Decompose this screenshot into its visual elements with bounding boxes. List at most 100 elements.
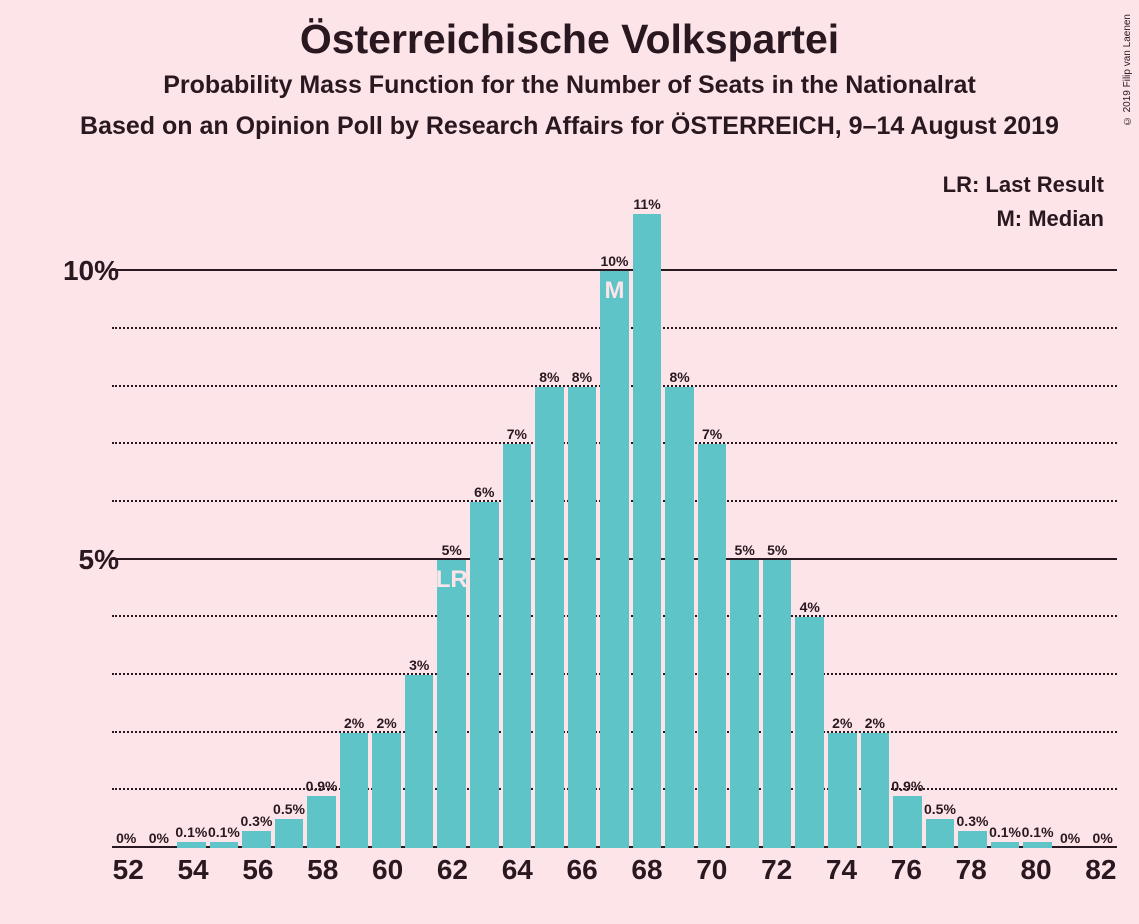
bar-wrap: 5%: [730, 560, 759, 848]
bars-container: 0%0%0.1%0.1%0.3%0.5%0.9%2%2%3%5%LR6%7%8%…: [112, 208, 1117, 848]
y-axis-label: 5%: [79, 544, 119, 576]
bar-wrap: 11%: [633, 214, 662, 848]
bar: 0.5%: [275, 819, 304, 848]
bar: 8%: [568, 387, 597, 848]
bar: 2%: [861, 733, 890, 848]
bar-value-label: 6%: [474, 484, 494, 502]
bar-wrap: 0.3%: [242, 831, 271, 848]
y-axis-label: 10%: [63, 255, 119, 287]
bar: 0.9%: [307, 796, 336, 848]
bar-wrap: 3%: [405, 675, 434, 848]
bar-value-label: 10%: [600, 253, 628, 271]
bar-value-label: 0.9%: [891, 778, 923, 796]
bar-value-label: 0.3%: [240, 813, 272, 831]
x-axis-label: 60: [371, 854, 403, 886]
bar-value-label: 0.5%: [924, 801, 956, 819]
x-axis-label: 64: [501, 854, 533, 886]
bar-value-label: 0%: [116, 830, 136, 848]
bar-wrap: 2%: [340, 733, 369, 848]
x-axis-label: 52: [112, 854, 144, 886]
bar: 0.3%: [242, 831, 271, 848]
bar: 6%: [470, 502, 499, 848]
bar-value-label: 0.1%: [1022, 824, 1054, 842]
bar-value-label: 0.1%: [175, 824, 207, 842]
bar-wrap: 7%: [698, 444, 727, 848]
bar-wrap: 0.9%: [307, 796, 336, 848]
bar-wrap: 0.1%: [991, 842, 1020, 848]
x-axis-label: 72: [760, 854, 792, 886]
bar-wrap: 10%M: [600, 271, 629, 848]
bar-value-label: 2%: [865, 715, 885, 733]
bar-marker: LR: [436, 566, 468, 594]
bar: 8%: [665, 387, 694, 848]
chart-title: Österreichische Volkspartei: [0, 0, 1139, 63]
bar: 5%: [763, 560, 792, 848]
chart-subtitle-1: Probability Mass Function for the Number…: [0, 63, 1139, 100]
chart-subtitle-2: Based on an Opinion Poll by Research Aff…: [0, 100, 1139, 141]
x-axis-label: 70: [696, 854, 728, 886]
bar-wrap: 0.9%: [893, 796, 922, 848]
bar-wrap: 5%LR: [437, 560, 466, 848]
x-axis-label: 82: [1085, 854, 1117, 886]
bar-value-label: 2%: [344, 715, 364, 733]
x-axis-label: 54: [177, 854, 209, 886]
bar: 0.3%: [958, 831, 987, 848]
x-axis-label: 74: [825, 854, 857, 886]
bar-wrap: 2%: [828, 733, 857, 848]
bar-value-label: 7%: [702, 426, 722, 444]
bar-value-label: 0.1%: [989, 824, 1021, 842]
bar-value-label: 0%: [1093, 830, 1113, 848]
bar-value-label: 11%: [633, 196, 660, 214]
bar-value-label: 0.5%: [273, 801, 305, 819]
bar-wrap: 6%: [470, 502, 499, 848]
bar: 2%: [340, 733, 369, 848]
x-axis-label: 68: [631, 854, 663, 886]
x-axis-label: 78: [955, 854, 987, 886]
bar-value-label: 0.9%: [306, 778, 338, 796]
bar-value-label: 2%: [377, 715, 397, 733]
bar-wrap: 0.3%: [958, 831, 987, 848]
x-axis-label: 76: [890, 854, 922, 886]
bar: 8%: [535, 387, 564, 848]
bar-wrap: 4%: [795, 617, 824, 848]
bar-value-label: 8%: [572, 369, 592, 387]
bar-wrap: 0.5%: [926, 819, 955, 848]
bar-value-label: 8%: [539, 369, 559, 387]
bar: 11%: [633, 214, 662, 848]
bar: 4%: [795, 617, 824, 848]
bar-wrap: 0.5%: [275, 819, 304, 848]
bar: 2%: [828, 733, 857, 848]
bar: 5%LR: [437, 560, 466, 848]
bar-value-label: 5%: [767, 542, 787, 560]
bar: 0.1%: [210, 842, 239, 848]
bar-value-label: 0.3%: [957, 813, 989, 831]
x-axis-labels: 5253545556575859606162636465666768697071…: [112, 854, 1117, 886]
bar-value-label: 5%: [442, 542, 462, 560]
bar-value-label: 2%: [832, 715, 852, 733]
bar-marker: M: [604, 277, 624, 305]
bar-value-label: 3%: [409, 657, 429, 675]
bar-wrap: 8%: [535, 387, 564, 848]
chart-plot-area: 0%0%0.1%0.1%0.3%0.5%0.9%2%2%3%5%LR6%7%8%…: [112, 208, 1117, 848]
bar-wrap: 8%: [568, 387, 597, 848]
bar-value-label: 4%: [800, 599, 820, 617]
bar-value-label: 0%: [149, 830, 169, 848]
bar: 5%: [730, 560, 759, 848]
x-axis-label: 62: [436, 854, 468, 886]
x-axis-label: 58: [307, 854, 339, 886]
bar-wrap: 5%: [763, 560, 792, 848]
bar-value-label: 0%: [1060, 830, 1080, 848]
bar: 7%: [503, 444, 532, 848]
x-axis-label: 56: [242, 854, 274, 886]
bar: 0.1%: [991, 842, 1020, 848]
bar-value-label: 0.1%: [208, 824, 240, 842]
bar-wrap: 2%: [861, 733, 890, 848]
bar-value-label: 5%: [735, 542, 755, 560]
x-axis-label: 80: [1020, 854, 1052, 886]
bar-wrap: 7%: [503, 444, 532, 848]
bar: 7%: [698, 444, 727, 848]
bar-wrap: 0.1%: [1023, 842, 1052, 848]
bar: 10%M: [600, 271, 629, 848]
bar: 0.1%: [1023, 842, 1052, 848]
bar-wrap: 0.1%: [177, 842, 206, 848]
